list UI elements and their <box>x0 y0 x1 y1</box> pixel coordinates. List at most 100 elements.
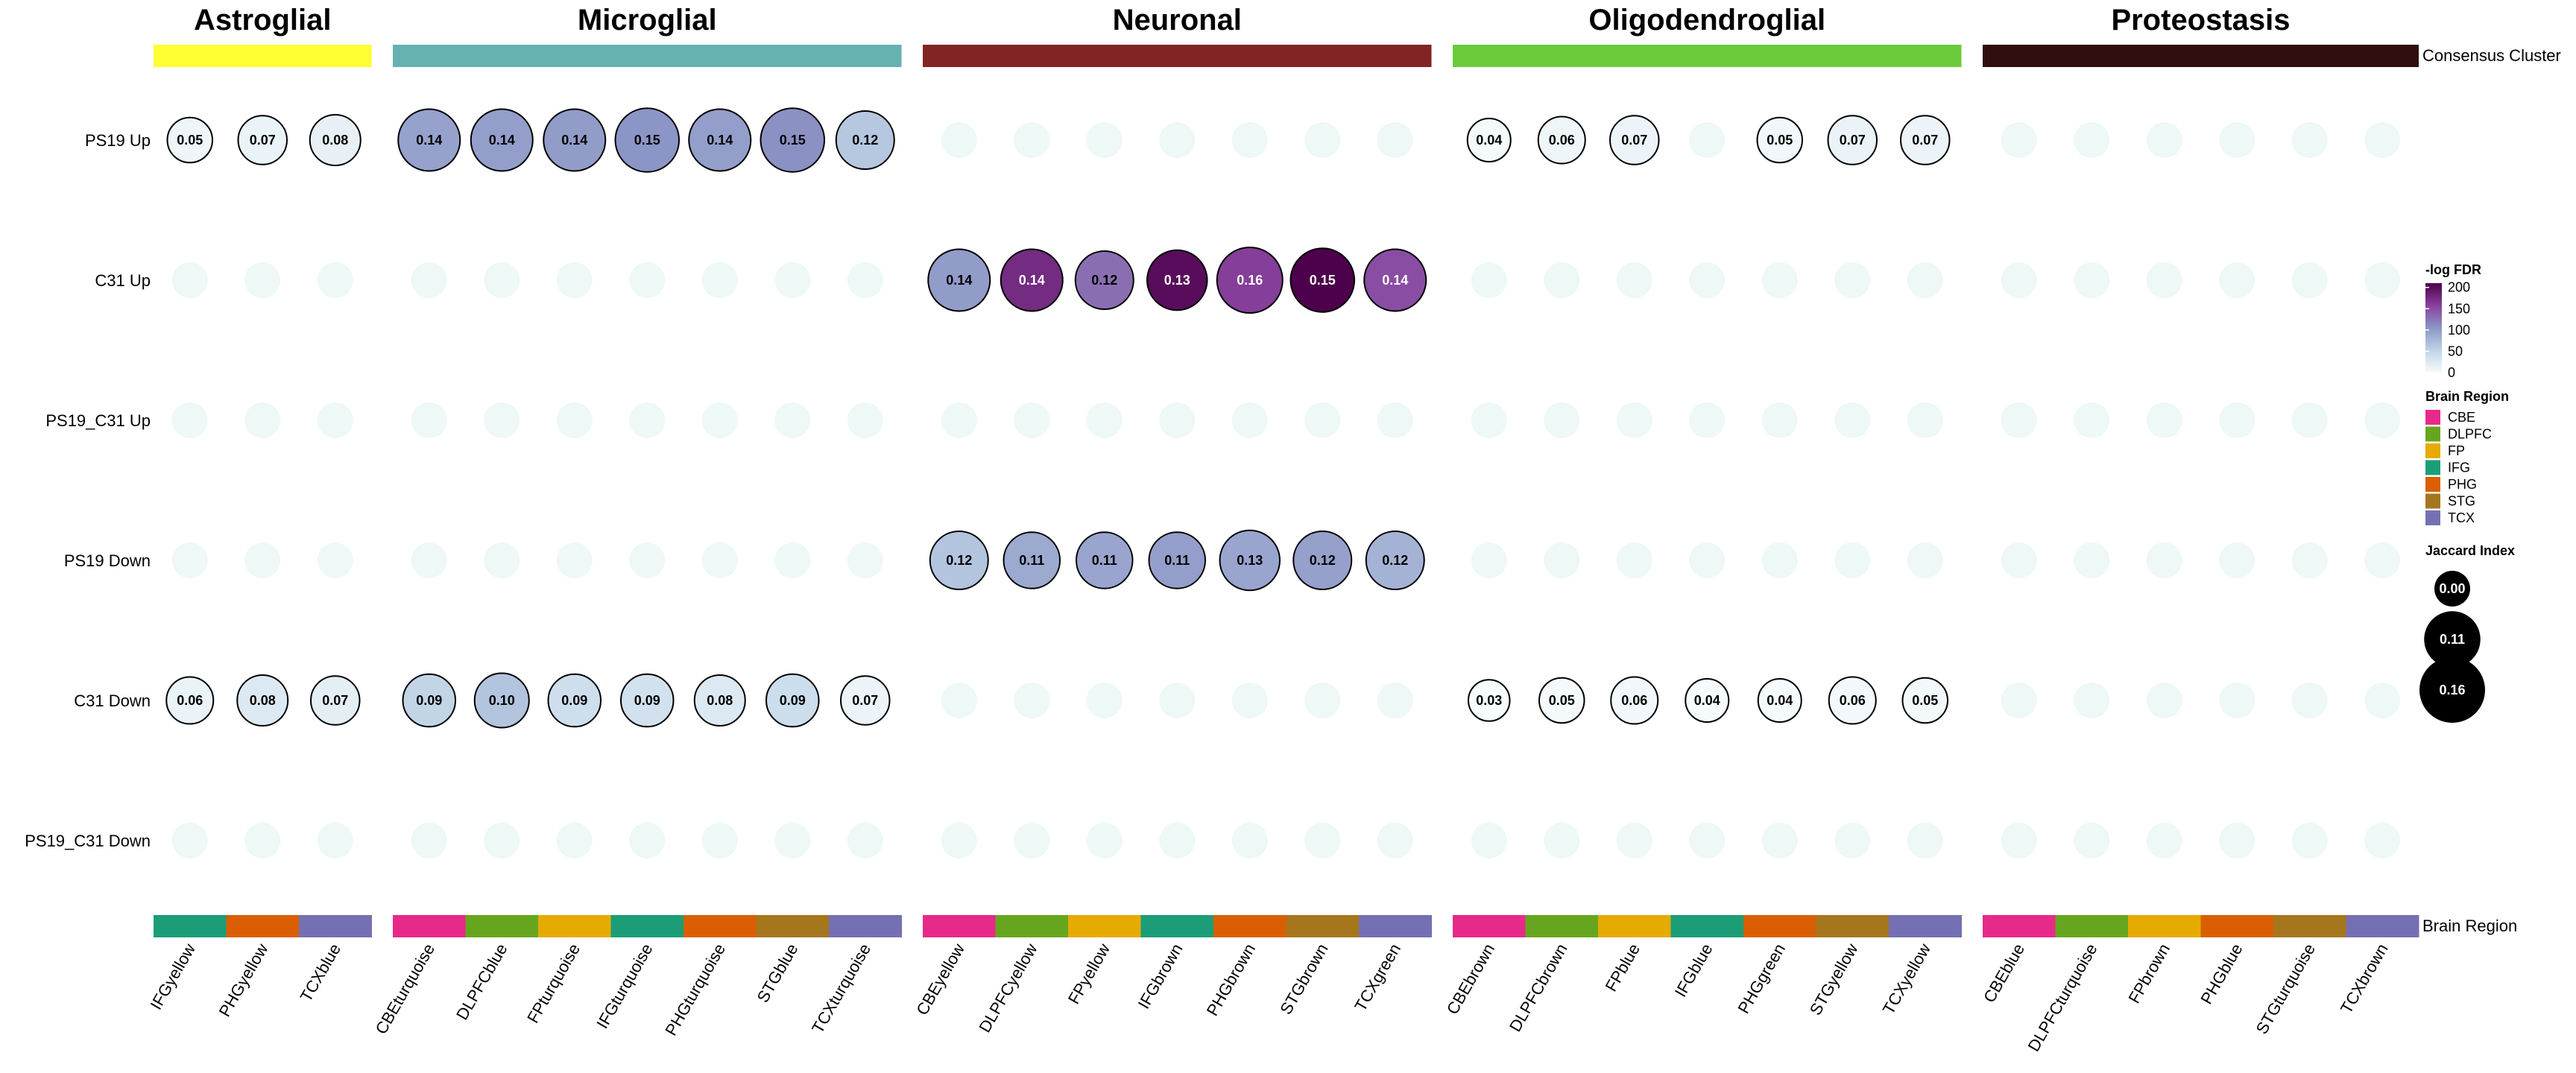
dot-value-label: 0.05 <box>177 133 203 148</box>
region-legend-label: CBE <box>2448 410 2475 425</box>
dot-value-label: 0.10 <box>489 693 515 708</box>
region-bar-cbe <box>1983 915 2056 937</box>
empty-dot <box>2291 122 2328 158</box>
dot-value-label: 0.08 <box>707 693 733 708</box>
empty-dot <box>2146 122 2182 158</box>
region-bar-cbe <box>1453 915 1526 937</box>
column-label: CBEyellow <box>912 940 968 1019</box>
region-bar-phg <box>2200 915 2274 937</box>
region-bar-dlpfc <box>2055 915 2129 937</box>
dot-value-label: 0.14 <box>489 133 515 148</box>
data-dot <box>1363 248 1427 312</box>
column-label: STGbrown <box>1276 940 1331 1018</box>
empty-dot <box>1907 542 1943 578</box>
region-swatch-fp <box>2425 443 2440 458</box>
column-label: FPyellow <box>1064 940 1114 1007</box>
dot-value-label: 0.09 <box>634 693 660 708</box>
empty-dot <box>1471 402 1507 438</box>
empty-dot <box>2074 542 2110 578</box>
empty-dot <box>1377 683 1413 718</box>
dot-value-label: 0.06 <box>177 693 203 708</box>
empty-dot <box>1689 402 1726 438</box>
region-bar-fp <box>1598 915 1671 937</box>
empty-dot <box>1834 402 1871 438</box>
data-dot <box>166 116 213 164</box>
dot-value-label: 0.06 <box>1621 693 1647 708</box>
data-dot <box>1900 115 1951 165</box>
empty-dot <box>2219 402 2255 438</box>
region-bar-ifg <box>610 915 684 937</box>
empty-dot <box>1761 402 1798 438</box>
data-dot <box>1757 678 1802 723</box>
column-label: TCXbrown <box>2337 940 2392 1016</box>
data-dot <box>840 675 891 726</box>
empty-dot <box>2001 262 2037 298</box>
empty-dot <box>1159 823 1196 858</box>
data-dot <box>1146 249 1208 311</box>
data-dot <box>547 673 602 728</box>
region-swatch-phg <box>2425 477 2440 492</box>
empty-dot <box>556 823 593 858</box>
data-dot <box>760 107 825 173</box>
dot-value-label: 0.14 <box>416 133 442 148</box>
empty-dot <box>171 262 208 298</box>
column-label: DLPFCbrown <box>1506 940 1571 1035</box>
jaccard-legend-title: Jaccard Index <box>2425 543 2515 558</box>
empty-dot <box>629 823 666 858</box>
empty-dot <box>484 542 520 578</box>
dot-value-label: 0.09 <box>416 693 442 708</box>
empty-dot <box>629 262 666 298</box>
data-dot <box>1827 115 1878 165</box>
empty-dot <box>1616 823 1652 858</box>
column-label: STGblue <box>754 940 802 1006</box>
region-bar-cbe <box>923 915 996 937</box>
dot-value-label: 0.12 <box>946 553 972 568</box>
column-label: STGyellow <box>1806 940 1862 1019</box>
region-legend-label: PHG <box>2448 477 2477 492</box>
empty-dot <box>2219 542 2255 578</box>
empty-dot <box>2074 823 2110 858</box>
empty-dot <box>1014 823 1050 858</box>
data-dot <box>927 248 991 312</box>
data-dot <box>236 674 289 727</box>
row-label: PS19 Up <box>85 131 151 150</box>
empty-dot <box>1834 542 1871 578</box>
empty-dot <box>2219 823 2255 858</box>
region-bar-tcx <box>1889 915 1962 937</box>
empty-dot <box>317 262 353 298</box>
empty-dot <box>171 823 208 858</box>
region-swatch-stg <box>2425 493 2440 509</box>
data-dot <box>309 114 362 166</box>
column-label: DLPFCblue <box>452 940 511 1023</box>
column-label: FPblue <box>1602 940 1644 995</box>
empty-dot <box>2364 683 2401 718</box>
empty-dot <box>774 542 811 578</box>
dot-value-label: 0.07 <box>322 693 348 708</box>
column-label: FPbrown <box>2124 940 2174 1007</box>
empty-dot <box>2364 542 2401 578</box>
data-dot <box>1148 531 1206 589</box>
empty-dot <box>847 402 883 438</box>
dot-value-label: 0.09 <box>780 693 806 708</box>
empty-dot <box>1616 542 1652 578</box>
region-bar-phg <box>226 915 300 937</box>
row-label: C31 Down <box>74 691 151 710</box>
empty-dot <box>1834 823 1871 858</box>
empty-dot <box>244 402 281 438</box>
empty-dot <box>411 262 447 298</box>
region-bar-tcx <box>829 915 902 937</box>
empty-dot <box>941 823 977 858</box>
cluster-bar-proteostasis <box>1983 45 2419 67</box>
region-legend-label: TCX <box>2448 510 2475 525</box>
empty-dot <box>317 402 353 438</box>
empty-dot <box>629 542 666 578</box>
empty-dot <box>701 542 738 578</box>
region-legend-title: Brain Region <box>2425 389 2509 404</box>
cluster-titles: Astroglial Microglial Neuronal Oligodendrog… <box>194 4 2291 37</box>
region-bar-phg <box>1743 915 1816 937</box>
data-dot <box>1000 248 1064 312</box>
empty-dot <box>774 402 811 438</box>
fdr-tick-label: 0 <box>2448 365 2455 380</box>
region-bar-stg <box>1286 915 1360 937</box>
data-dot <box>1216 247 1284 314</box>
